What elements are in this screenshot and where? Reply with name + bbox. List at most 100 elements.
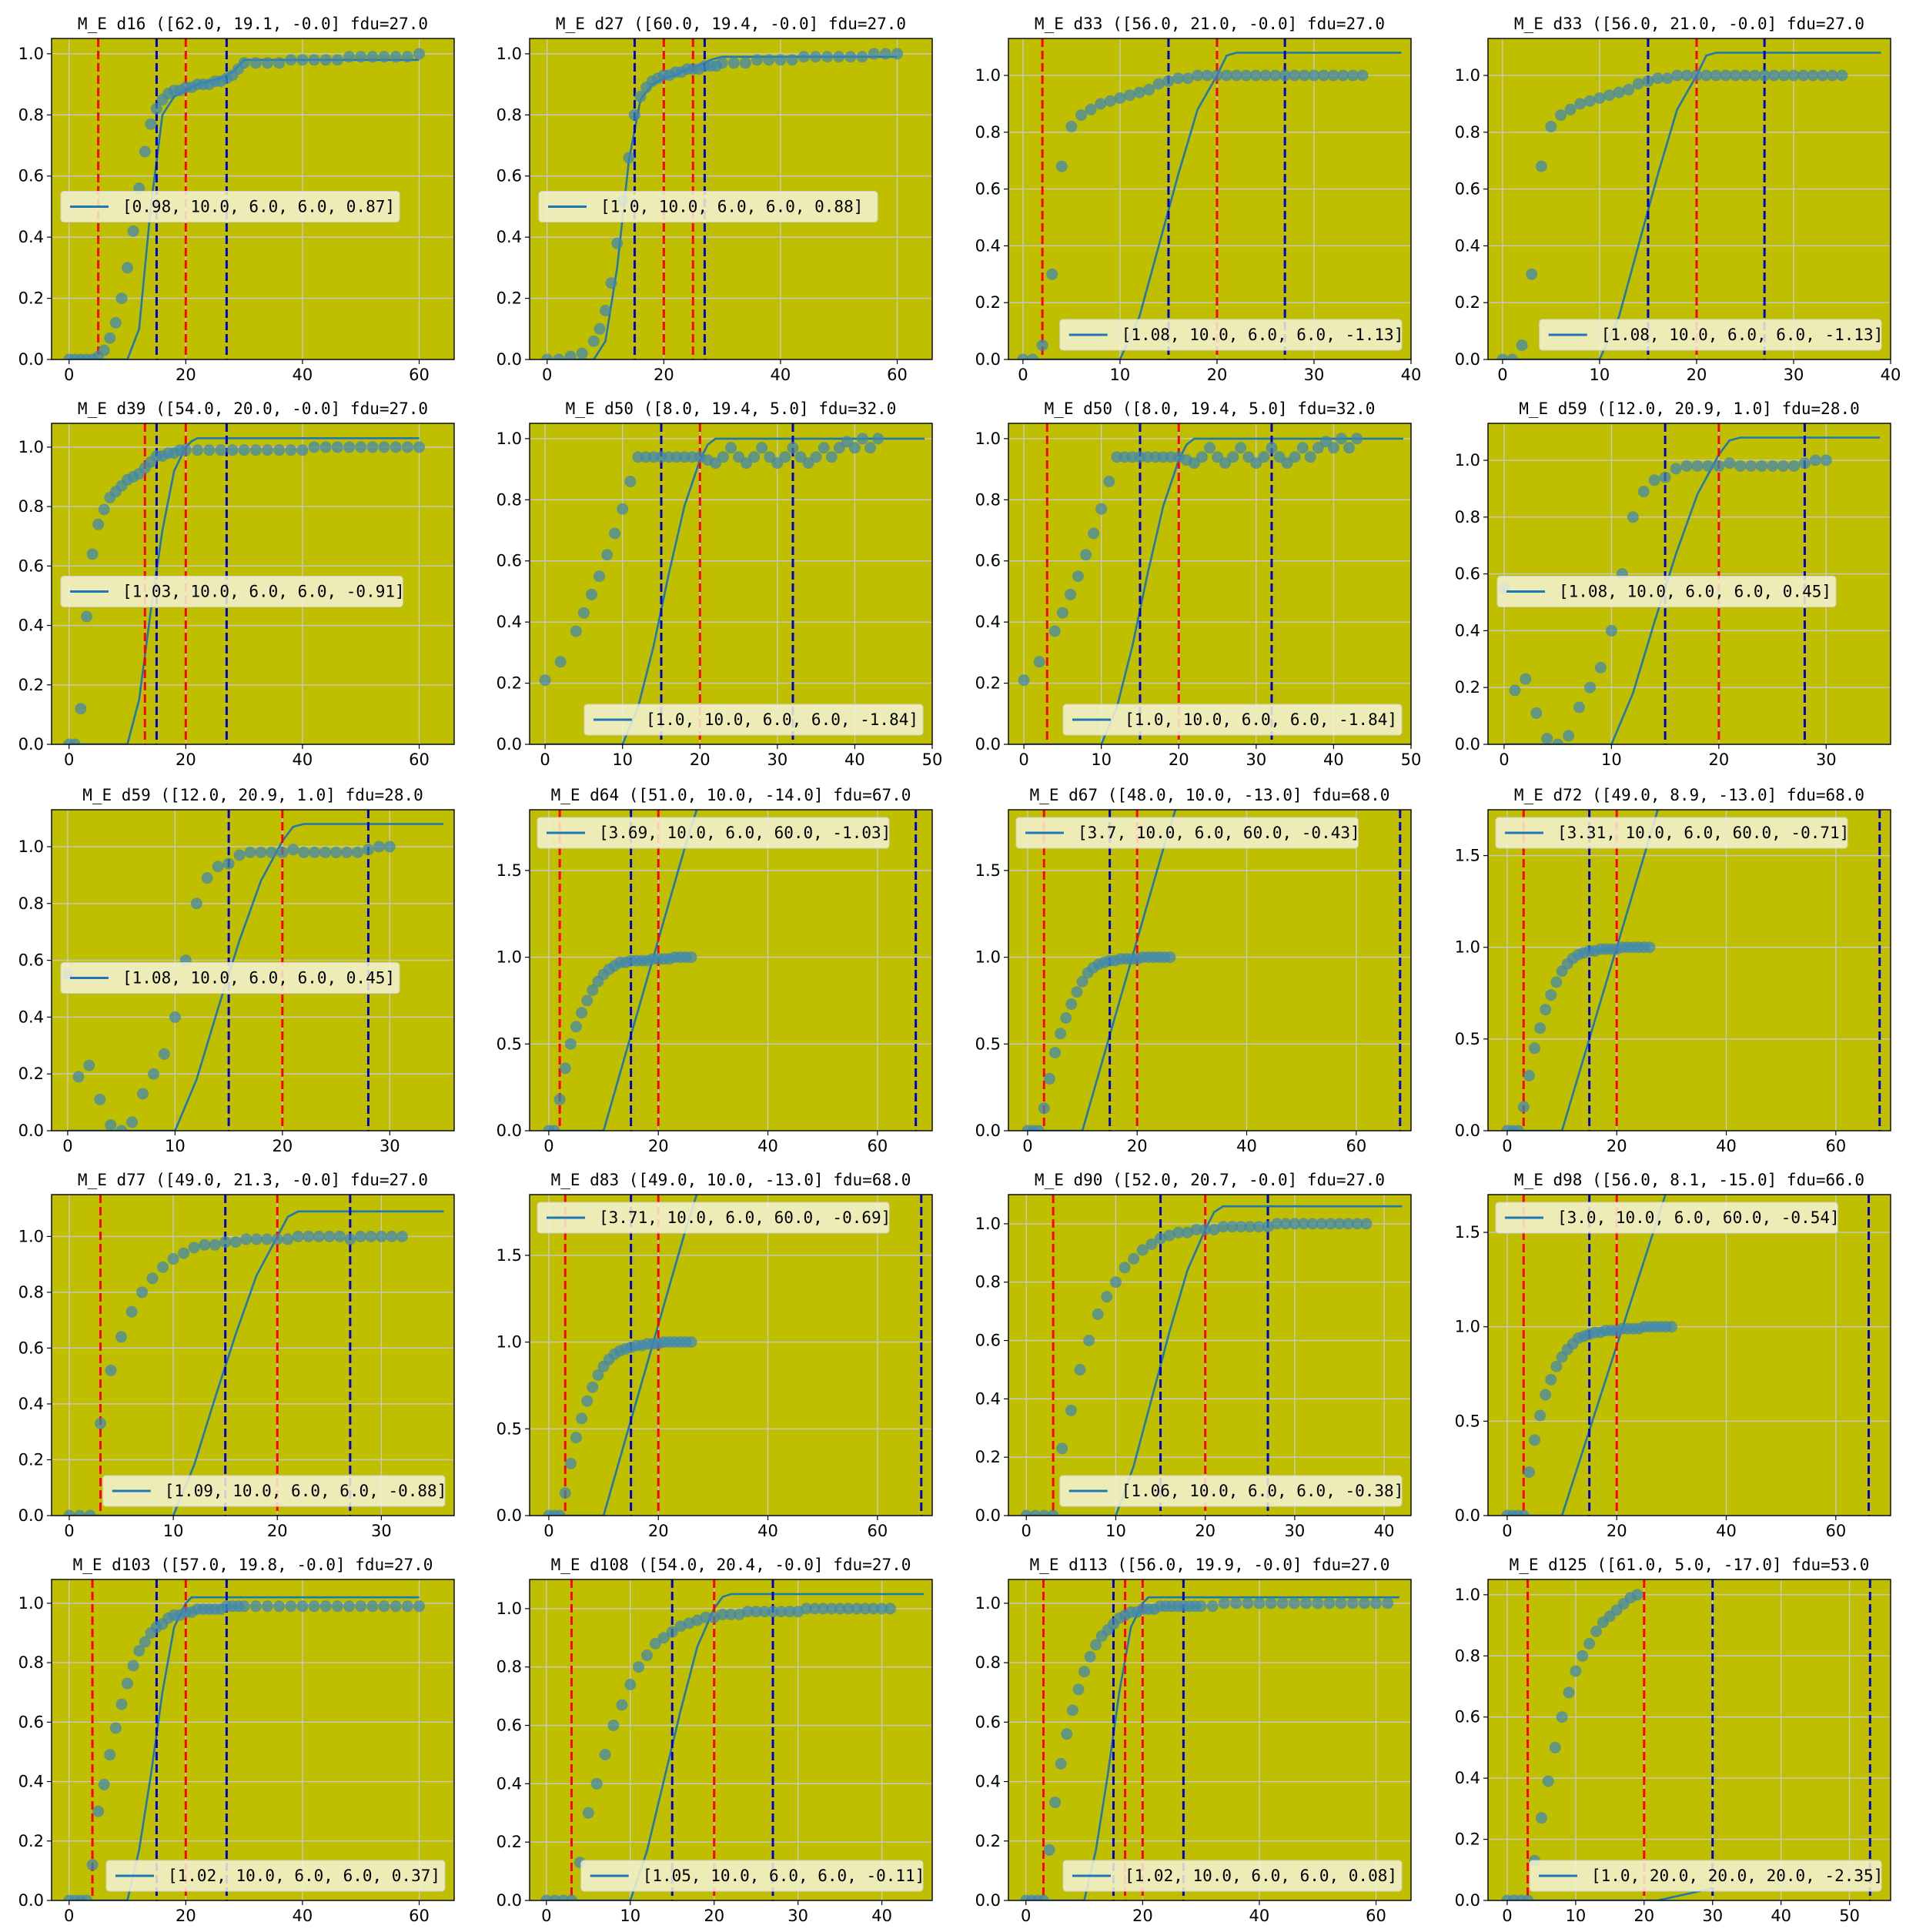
data-point bbox=[139, 145, 151, 158]
data-point bbox=[94, 1093, 106, 1105]
data-point bbox=[1337, 69, 1349, 82]
data-point bbox=[366, 1600, 379, 1613]
legend-label: [3.0, 10.0, 6.0, 60.0, -0.54] bbox=[1557, 1208, 1840, 1227]
data-point bbox=[657, 1632, 670, 1644]
data-point bbox=[1212, 451, 1224, 463]
data-point bbox=[834, 1603, 846, 1615]
y-tick-label: 1.0 bbox=[1455, 1586, 1480, 1604]
y-tick-label: 0.5 bbox=[1455, 1030, 1480, 1048]
y-tick-label: 0.8 bbox=[975, 1273, 1001, 1292]
data-point bbox=[331, 54, 343, 66]
plot-background bbox=[1488, 810, 1891, 1131]
y-tick-label: 0.6 bbox=[497, 552, 522, 570]
data-point bbox=[594, 323, 606, 335]
x-tick-label: 10 bbox=[163, 1522, 184, 1540]
y-tick-label: 0.5 bbox=[497, 1419, 522, 1438]
x-tick-label: 0 bbox=[64, 1522, 74, 1540]
data-point bbox=[1756, 460, 1768, 472]
y-tick-label: 0.4 bbox=[497, 228, 522, 246]
fit-line bbox=[1503, 436, 1881, 744]
legend: [3.71, 10.0, 6.0, 60.0, -0.69] bbox=[537, 1202, 891, 1234]
data-point bbox=[1316, 1218, 1328, 1230]
data-point bbox=[366, 51, 379, 63]
data-point bbox=[190, 897, 202, 910]
fit-line bbox=[1506, 1195, 1667, 1516]
x-tick-label: 40 bbox=[1249, 1907, 1270, 1925]
data-point bbox=[1152, 78, 1165, 90]
x-tick-label: 40 bbox=[1236, 1137, 1257, 1155]
data-point bbox=[1535, 1812, 1547, 1824]
fit-line bbox=[67, 823, 444, 1131]
x-tick-label: 30 bbox=[1304, 366, 1325, 384]
data-point bbox=[1529, 1434, 1540, 1446]
data-point bbox=[1516, 339, 1528, 351]
data-point bbox=[1211, 69, 1223, 82]
data-point bbox=[115, 1331, 127, 1343]
data-point bbox=[1188, 457, 1200, 470]
data-point bbox=[879, 48, 891, 60]
plot-background bbox=[52, 1579, 454, 1900]
data-point bbox=[1279, 1218, 1292, 1230]
legend: [1.02, 10.0, 6.0, 6.0, 0.08] bbox=[1062, 1860, 1403, 1892]
data-point bbox=[1164, 951, 1176, 964]
data-point bbox=[1549, 1741, 1561, 1753]
data-point bbox=[1049, 1797, 1062, 1809]
plot-background bbox=[1008, 423, 1411, 744]
data-point bbox=[179, 444, 192, 456]
data-point bbox=[401, 51, 413, 63]
data-point bbox=[122, 262, 133, 274]
data-point bbox=[587, 984, 599, 996]
subplot-title: M_E d67 ([48.0, 10.0, -13.0] fdu=68.0 bbox=[1030, 786, 1390, 804]
data-point bbox=[1768, 69, 1781, 82]
data-point bbox=[1201, 69, 1213, 82]
data-point bbox=[617, 503, 629, 515]
legend-box bbox=[1015, 817, 1359, 849]
y-tick-label: 1.0 bbox=[975, 948, 1001, 967]
x-tick-label: 60 bbox=[1825, 1137, 1846, 1155]
data-point bbox=[1136, 1244, 1149, 1256]
plot-background bbox=[1488, 1579, 1891, 1900]
data-point bbox=[1289, 69, 1301, 82]
legend-box bbox=[105, 1860, 446, 1892]
legend-box bbox=[537, 817, 890, 849]
data-point bbox=[1065, 998, 1078, 1010]
x-tick-label: 0 bbox=[1502, 1522, 1512, 1540]
data-point bbox=[1033, 656, 1045, 668]
legend: [3.31, 10.0, 6.0, 60.0, -0.71] bbox=[1495, 817, 1849, 849]
y-tick-label: 1.5 bbox=[975, 861, 1001, 880]
subplot-5: 0 20 40 60 0.0 0.2 0.4 0.6 0.8 1.0 M_E d39 ([54.0,… bbox=[18, 399, 455, 769]
data-point bbox=[1583, 95, 1596, 107]
y-tick-label: 0.6 bbox=[975, 1713, 1001, 1731]
data-point bbox=[1271, 1218, 1283, 1230]
plot-background bbox=[530, 810, 932, 1131]
x-tick-label: 50 bbox=[1839, 1907, 1860, 1925]
data-point bbox=[607, 1720, 620, 1731]
subplot-3: 0 10 20 30 40 0.0 0.2 0.4 0.6 0.8 1.0 M_E d33 ([56.… bbox=[975, 15, 1422, 384]
y-tick-label: 1.0 bbox=[497, 948, 522, 967]
legend-label: [1.02, 10.0, 6.0, 6.0, 0.37] bbox=[168, 1867, 440, 1885]
data-point bbox=[1262, 1221, 1274, 1233]
y-tick-label: 1.0 bbox=[1455, 1318, 1480, 1336]
x-tick-label: 20 bbox=[1132, 1907, 1153, 1925]
data-point bbox=[1545, 120, 1557, 132]
data-point bbox=[178, 1247, 190, 1259]
y-tick-label: 0.0 bbox=[18, 1891, 44, 1910]
subplot-19: 0 20 40 60 0.0 0.2 0.4 0.6 0.8 1.0 M_E d113 ([56.0… bbox=[975, 1556, 1412, 1925]
x-tick-label: 0 bbox=[1502, 1137, 1512, 1155]
data-point bbox=[624, 1679, 637, 1690]
data-point bbox=[354, 1230, 366, 1242]
x-tick-label: 40 bbox=[1881, 366, 1901, 384]
data-point bbox=[750, 1606, 762, 1618]
data-point bbox=[751, 54, 764, 66]
data-point bbox=[383, 841, 396, 853]
data-point bbox=[756, 442, 768, 454]
data-point bbox=[1074, 1364, 1086, 1375]
data-point bbox=[285, 444, 297, 456]
data-point bbox=[872, 433, 884, 445]
data-point bbox=[1163, 1229, 1175, 1242]
y-tick-label: 1.0 bbox=[18, 438, 44, 456]
data-point bbox=[1289, 451, 1301, 463]
data-point bbox=[1088, 527, 1100, 540]
data-point bbox=[366, 441, 379, 453]
